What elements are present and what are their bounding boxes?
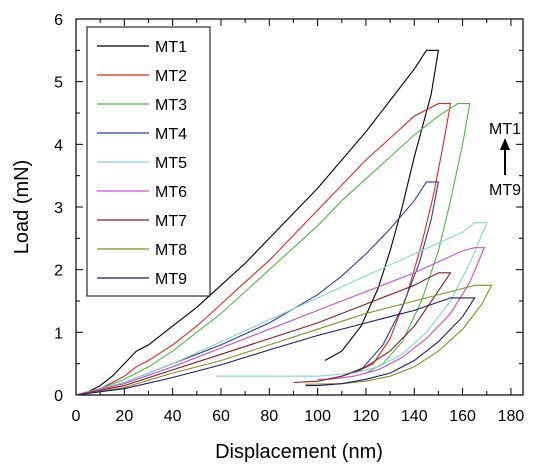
x-tick-label: 80 [260, 408, 278, 425]
x-tick-label: 140 [401, 408, 428, 425]
legend: MT1 MT2 MT3 MT4 MT5 MT6 MT7 MT8 MT9 [86, 26, 211, 297]
y-tick-label: 4 [54, 137, 63, 154]
axis-ticks: 0 20 40 60 80 100 120 140 160 180 0 1 2 3 4 5 6 [54, 12, 524, 425]
x-tick-label: 60 [212, 408, 230, 425]
annotation-top-label: MT1 [489, 121, 521, 138]
series-line-mt2 [75, 103, 452, 396]
series-line-mt5 [75, 222, 488, 396]
series-curves [75, 49, 493, 396]
y-tick-label: 2 [54, 263, 63, 280]
series-line-mt6 [75, 247, 486, 396]
annotation-arrow-head-icon [500, 138, 510, 150]
series-line-mt1 [75, 49, 440, 396]
legend-label-mt3: MT3 [155, 97, 187, 114]
legend-label-mt5: MT5 [155, 155, 187, 172]
x-tick-label: 20 [115, 408, 133, 425]
series-line-mt7 [75, 272, 452, 396]
legend-label-mt4: MT4 [155, 126, 187, 143]
mt-order-annotation: MT1 MT9 [489, 121, 521, 199]
y-tick-label: 6 [54, 12, 63, 29]
x-axis-title: Displacement (nm) [215, 441, 383, 463]
x-tick-label: 0 [72, 408, 81, 425]
y-axis-title: Load (mN) [11, 160, 33, 254]
x-tick-label: 160 [449, 408, 476, 425]
legend-label-mt6: MT6 [155, 184, 187, 201]
x-tick-label: 180 [498, 408, 525, 425]
series-line-mt9 [75, 297, 476, 396]
y-tick-label: 3 [54, 200, 63, 217]
series-line-mt8 [75, 284, 493, 396]
legend-label-mt2: MT2 [155, 68, 187, 85]
y-tick-label: 0 [54, 388, 63, 405]
y-tick-label: 5 [54, 75, 63, 92]
legend-label-mt8: MT8 [155, 242, 187, 259]
legend-label-mt9: MT9 [155, 271, 187, 288]
x-tick-label: 40 [164, 408, 182, 425]
legend-label-mt1: MT1 [155, 39, 187, 56]
series-line-mt4 [75, 181, 440, 396]
x-tick-label: 120 [353, 408, 380, 425]
y-tick-label: 1 [54, 325, 63, 342]
x-tick-label: 100 [304, 408, 331, 425]
series-line-mt3 [75, 103, 471, 396]
legend-label-mt7: MT7 [155, 213, 187, 230]
annotation-bottom-label: MT9 [489, 182, 521, 199]
